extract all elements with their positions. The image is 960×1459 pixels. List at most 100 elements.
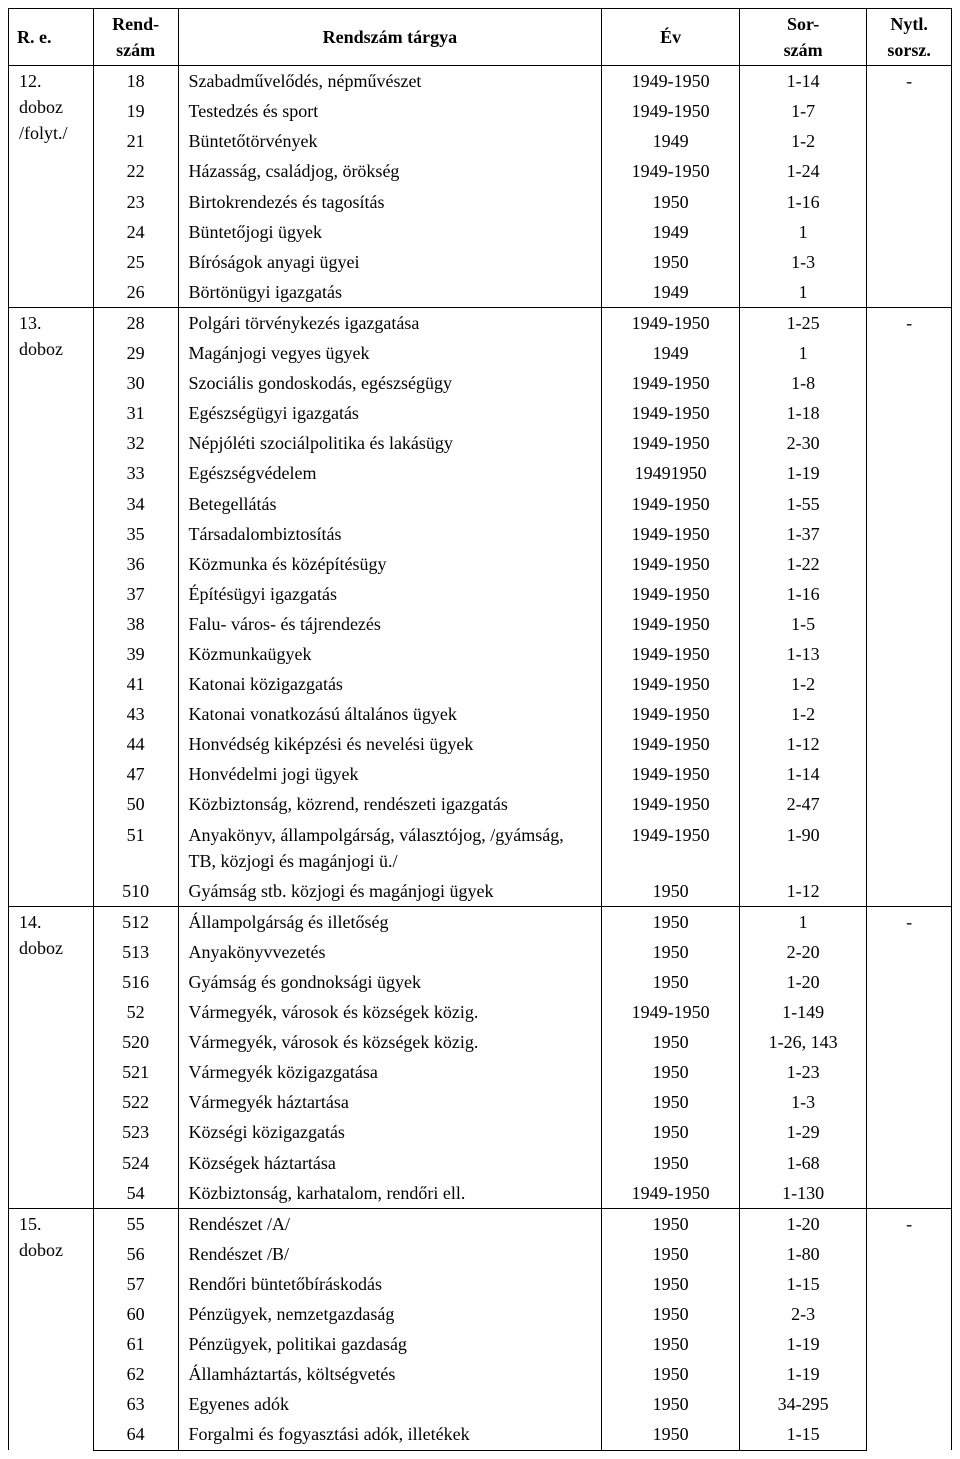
header-row: R. e. Rend-szám Rendszám tárgya Év Sor-s… <box>9 9 952 66</box>
cell-targy: Közmunkaügyek <box>178 639 602 669</box>
cell-re: 13.doboz <box>9 307 94 906</box>
cell-ev: 1949-1950 <box>602 489 740 519</box>
table-row: 13.doboz28Polgári törvénykezés igazgatás… <box>9 307 952 338</box>
cell-ev: 1949-1950 <box>602 519 740 549</box>
cell-ev: 1950 <box>602 1419 740 1450</box>
cell-sor: 1-3 <box>740 1087 867 1117</box>
cell-sor: 1-12 <box>740 729 867 759</box>
table-row: 44Honvédség kiképzési és nevelési ügyek1… <box>9 729 952 759</box>
cell-targy: Polgári törvénykezés igazgatása <box>178 307 602 338</box>
table-row: 39Közmunkaügyek1949-19501-13 <box>9 639 952 669</box>
cell-targy: Vármegyék, városok és községek közig. <box>178 1027 602 1057</box>
cell-sor: 1-22 <box>740 549 867 579</box>
cell-sor: 1-19 <box>740 1329 867 1359</box>
cell-targy: Vármegyék, városok és községek közig. <box>178 997 602 1027</box>
cell-sor: 2-20 <box>740 937 867 967</box>
cell-sor: 1-20 <box>740 1208 867 1239</box>
cell-rend: 18 <box>93 66 178 97</box>
cell-sor: 1-3 <box>740 247 867 277</box>
cell-targy: Falu- város- és tájrendezés <box>178 609 602 639</box>
cell-ev: 1949-1950 <box>602 549 740 579</box>
cell-re: 14.doboz <box>9 906 94 1208</box>
cell-rend: 52 <box>93 997 178 1027</box>
cell-rend: 524 <box>93 1148 178 1178</box>
cell-targy: Magánjogi vegyes ügyek <box>178 338 602 368</box>
table-row: 56Rendészet /B/19501-80 <box>9 1239 952 1269</box>
cell-sor: 1-16 <box>740 579 867 609</box>
cell-ev: 1949-1950 <box>602 307 740 338</box>
cell-sor: 2-30 <box>740 428 867 458</box>
cell-sor: 2-3 <box>740 1299 867 1329</box>
cell-sor: 1-5 <box>740 609 867 639</box>
cell-ev: 1949 <box>602 217 740 247</box>
table-row: 61Pénzügyek, politikai gazdaság19501-19 <box>9 1329 952 1359</box>
cell-targy: Honvédelmi jogi ügyek <box>178 759 602 789</box>
header-rend: Rend-szám <box>93 9 178 66</box>
cell-sor: 1-2 <box>740 699 867 729</box>
table-row: 19Testedzés és sport1949-19501-7 <box>9 96 952 126</box>
cell-targy: Rendőri büntetőbíráskodás <box>178 1269 602 1299</box>
cell-sor: 1 <box>740 277 867 308</box>
table-row: 43Katonai vonatkozású általános ügyek194… <box>9 699 952 729</box>
cell-rend: 19 <box>93 96 178 126</box>
cell-targy: Községek háztartása <box>178 1148 602 1178</box>
cell-rend: 47 <box>93 759 178 789</box>
cell-ev: 1950 <box>602 1359 740 1389</box>
table-row: 32Népjóléti szociálpolitika és lakásügy1… <box>9 428 952 458</box>
cell-ev: 1949-1950 <box>602 609 740 639</box>
cell-ev: 1949-1950 <box>602 699 740 729</box>
cell-ev: 1949-1950 <box>602 66 740 97</box>
cell-rend: 41 <box>93 669 178 699</box>
cell-ev: 1949-1950 <box>602 1178 740 1209</box>
cell-rend: 30 <box>93 368 178 398</box>
cell-ev: 1949-1950 <box>602 669 740 699</box>
cell-targy: Egyenes adók <box>178 1389 602 1419</box>
cell-rend: 43 <box>93 699 178 729</box>
table-row: 60Pénzügyek, nemzetgazdaság19502-3 <box>9 1299 952 1329</box>
cell-nytl: - <box>867 1208 952 1450</box>
cell-ev: 1950 <box>602 1239 740 1269</box>
table-row: 513Anyakönyvvezetés19502-20 <box>9 937 952 967</box>
cell-rend: 26 <box>93 277 178 308</box>
cell-sor: 1-14 <box>740 759 867 789</box>
table-row: 25Bíróságok anyagi ügyei19501-3 <box>9 247 952 277</box>
cell-ev: 19491950 <box>602 458 740 488</box>
cell-targy: Építésügyi igazgatás <box>178 579 602 609</box>
cell-rend: 61 <box>93 1329 178 1359</box>
table-row: 521Vármegyék közigazgatása19501-23 <box>9 1057 952 1087</box>
table-row: 24Büntetőjogi ügyek19491 <box>9 217 952 247</box>
table-row: 35Társadalombiztosítás1949-19501-37 <box>9 519 952 549</box>
cell-rend: 510 <box>93 876 178 907</box>
cell-rend: 63 <box>93 1389 178 1419</box>
table-row: 37Építésügyi igazgatás1949-19501-16 <box>9 579 952 609</box>
cell-rend: 33 <box>93 458 178 488</box>
cell-sor: 1-68 <box>740 1148 867 1178</box>
cell-ev: 1950 <box>602 1208 740 1239</box>
table-row: 524Községek háztartása19501-68 <box>9 1148 952 1178</box>
cell-ev: 1950 <box>602 967 740 997</box>
cell-sor: 1 <box>740 906 867 937</box>
cell-sor: 1-149 <box>740 997 867 1027</box>
cell-rend: 60 <box>93 1299 178 1329</box>
cell-targy: Birtokrendezés és tagosítás <box>178 187 602 217</box>
cell-rend: 23 <box>93 187 178 217</box>
cell-nytl: - <box>867 66 952 308</box>
cell-sor: 1-12 <box>740 876 867 907</box>
cell-sor: 1-2 <box>740 669 867 699</box>
cell-sor: 1-130 <box>740 1178 867 1209</box>
cell-ev: 1949-1950 <box>602 820 740 876</box>
cell-targy: Büntetőjogi ügyek <box>178 217 602 247</box>
table-row: 62Államháztartás, költségvetés19501-19 <box>9 1359 952 1389</box>
table-row: 22Házasság, családjog, örökség1949-19501… <box>9 156 952 186</box>
cell-sor: 1-37 <box>740 519 867 549</box>
table-row: 47Honvédelmi jogi ügyek1949-19501-14 <box>9 759 952 789</box>
cell-targy: Katonai közigazgatás <box>178 669 602 699</box>
cell-sor: 1-19 <box>740 458 867 488</box>
cell-targy: Gyámság és gondnoksági ügyek <box>178 967 602 997</box>
table-row: 31Egészségügyi igazgatás1949-19501-18 <box>9 398 952 428</box>
cell-sor: 1-15 <box>740 1269 867 1299</box>
cell-targy: Egészségügyi igazgatás <box>178 398 602 428</box>
table-row: 57Rendőri büntetőbíráskodás19501-15 <box>9 1269 952 1299</box>
cell-targy: Gyámság stb. közjogi és magánjogi ügyek <box>178 876 602 907</box>
cell-rend: 29 <box>93 338 178 368</box>
